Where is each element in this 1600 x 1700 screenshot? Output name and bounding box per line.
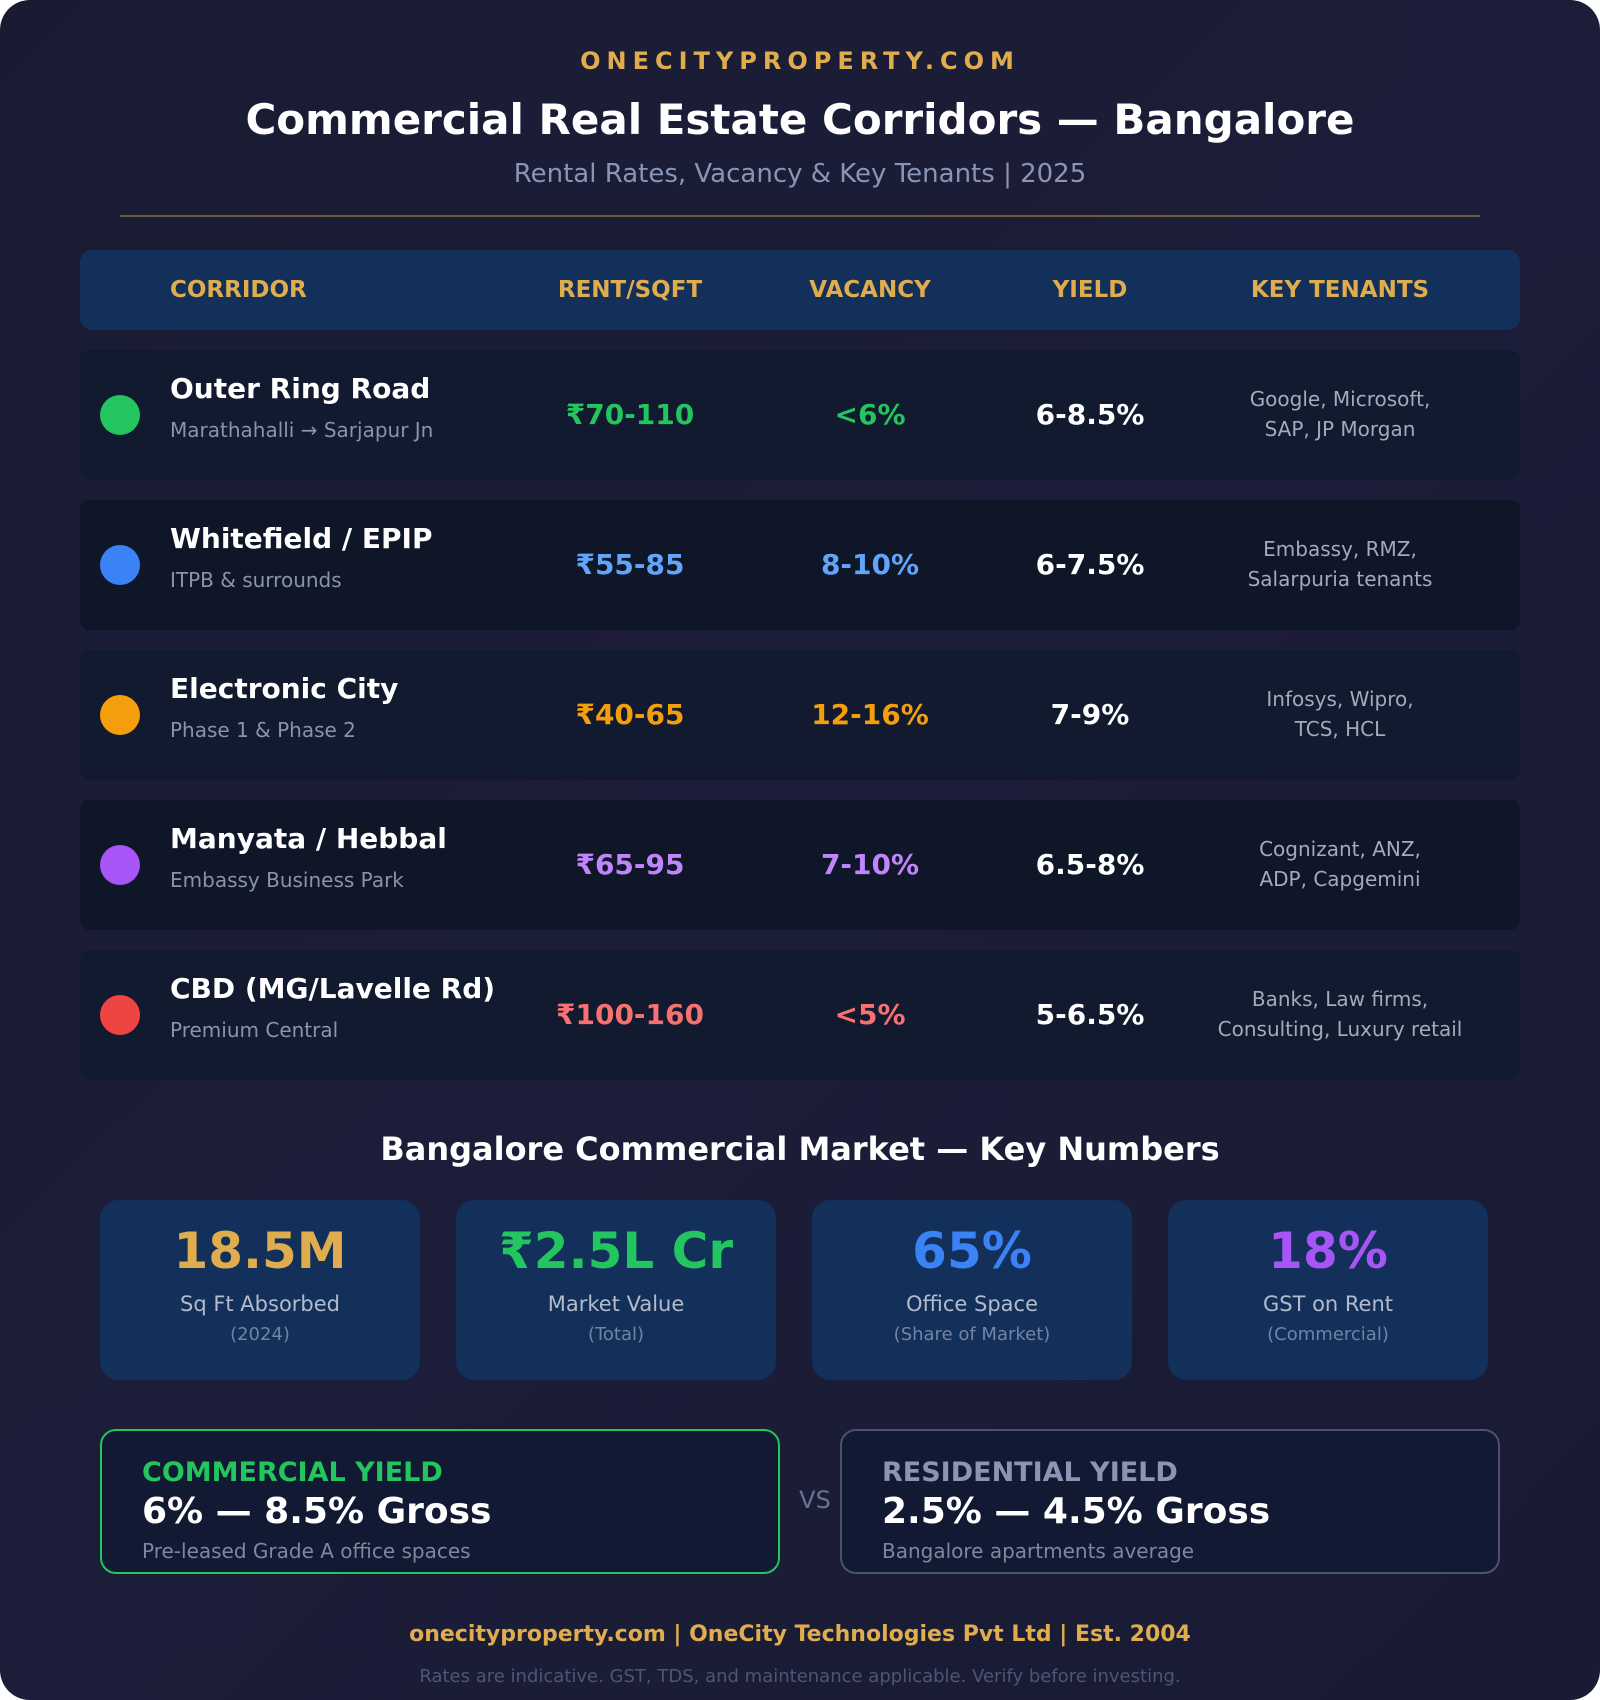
vacancy-value: 12-16% (811, 698, 929, 731)
tenants-line: Banks, Law firms, (1251, 987, 1429, 1011)
status-dot (100, 995, 140, 1035)
yield-value: 6-8.5% (1035, 398, 1145, 431)
header-divider (120, 215, 1480, 217)
corridor-name: Whitefield / EPIP (170, 522, 433, 555)
yield-value: 5-6.5% (1035, 998, 1145, 1031)
column-header-corridor: CORRIDOR (170, 277, 307, 303)
status-dot (100, 695, 140, 735)
table-row: CBD (MG/Lavelle Rd) Premium Central ₹100… (80, 950, 1520, 1080)
stat-value: 18% (1268, 1222, 1388, 1280)
corridor-name: Electronic City (170, 672, 399, 705)
vs-label: VS (799, 1486, 831, 1514)
vacancy-value: 7-10% (820, 848, 920, 881)
tenants-line: ADP, Capgemini (1259, 867, 1421, 891)
stat-label: Market Value (547, 1292, 685, 1316)
column-header-rent: RENT/SQFT (557, 277, 703, 303)
vacancy-value: 8-10% (820, 548, 920, 581)
table-row: Manyata / Hebbal Embassy Business Park ₹… (80, 800, 1520, 930)
page-subtitle: Rental Rates, Vacancy & Key Tenants | 20… (513, 159, 1087, 189)
stat-note: (Total) (587, 1324, 645, 1345)
stat-label: Sq Ft Absorbed (179, 1292, 341, 1316)
vacancy-value: <6% (834, 398, 906, 431)
status-dot (100, 845, 140, 885)
brand-name: ONECITYPROPERTY.COM (580, 47, 1020, 75)
column-header-vacancy: VACANCY (809, 277, 931, 303)
stat-card: 18.5M Sq Ft Absorbed (2024) (100, 1200, 420, 1380)
tenants-line: SAP, JP Morgan (1264, 417, 1416, 441)
tenants-line: Embassy, RMZ, (1263, 537, 1417, 561)
corridor-subtitle: Premium Central (170, 1018, 339, 1042)
commercial-yield-value: 6% — 8.5% Gross (142, 1491, 492, 1532)
table-header: CORRIDOR RENT/SQFT VACANCY YIELD KEY TEN… (80, 250, 1520, 330)
stat-value: 18.5M (173, 1222, 347, 1280)
key-tenants: Embassy, RMZ, Salarpuria tenants (1180, 534, 1500, 594)
rent-value: ₹55-85 (575, 548, 685, 581)
rent-value: ₹65-95 (575, 848, 685, 881)
yield-value: 6-7.5% (1035, 548, 1145, 581)
stat-value: ₹2.5L Cr (499, 1222, 733, 1280)
page-title: Commercial Real Estate Corridors — Banga… (245, 95, 1355, 144)
tenants-line: TCS, HCL (1294, 717, 1386, 741)
stat-note: (Commercial) (1267, 1324, 1389, 1345)
tenants-line: Cognizant, ANZ, (1259, 837, 1421, 861)
residential-yield-description: Bangalore apartments average (882, 1539, 1195, 1563)
yield-value: 6.5-8% (1035, 848, 1145, 881)
stat-card: 18% GST on Rent (Commercial) (1168, 1200, 1488, 1380)
table-row: Electronic City Phase 1 & Phase 2 ₹40-65… (80, 650, 1520, 780)
tenants-line: Consulting, Luxury retail (1217, 1017, 1463, 1041)
commercial-yield-description: Pre-leased Grade A office spaces (142, 1539, 471, 1563)
rent-value: ₹100-160 (556, 998, 704, 1031)
residential-yield-title: RESIDENTIAL YIELD (882, 1457, 1178, 1488)
stat-card: ₹2.5L Cr Market Value (Total) (456, 1200, 776, 1380)
vacancy-value: <5% (834, 998, 906, 1031)
column-header-yield: YIELD (1052, 277, 1128, 303)
corridor-subtitle: Embassy Business Park (170, 868, 404, 892)
corridor-subtitle: Phase 1 & Phase 2 (170, 718, 356, 742)
disclaimer: Rates are indicative. GST, TDS, and main… (419, 1666, 1181, 1687)
table-row: Whitefield / EPIP ITPB & surrounds ₹55-8… (80, 500, 1520, 630)
key-tenants: Google, Microsoft, SAP, JP Morgan (1180, 384, 1500, 444)
yield-value: 7-9% (1050, 698, 1130, 731)
residential-yield-value: 2.5% — 4.5% Gross (882, 1491, 1271, 1532)
stat-label: GST on Rent (1262, 1292, 1394, 1316)
corridor-name: Outer Ring Road (170, 372, 431, 405)
corridor-name: CBD (MG/Lavelle Rd) (170, 972, 496, 1005)
tenants-line: Salarpuria tenants (1247, 567, 1433, 591)
key-tenants: Banks, Law firms, Consulting, Luxury ret… (1180, 984, 1500, 1044)
key-tenants: Cognizant, ANZ, ADP, Capgemini (1180, 834, 1500, 894)
key-numbers-title: Bangalore Commercial Market — Key Number… (380, 1130, 1220, 1168)
rent-value: ₹70-110 (565, 398, 695, 431)
corridor-subtitle: Marathahalli → Sarjapur Jn (170, 418, 434, 442)
tenants-line: Google, Microsoft, (1249, 387, 1431, 411)
status-dot (100, 395, 140, 435)
stat-value: 65% (912, 1222, 1032, 1280)
stat-card: 65% Office Space (Share of Market) (812, 1200, 1132, 1380)
key-tenants: Infosys, Wipro, TCS, HCL (1180, 684, 1500, 744)
tenants-line: Infosys, Wipro, (1266, 687, 1414, 711)
residential-yield-box: RESIDENTIAL YIELD 2.5% — 4.5% Gross Bang… (840, 1429, 1500, 1574)
footer-line: onecityproperty.com | OneCity Technologi… (409, 1622, 1191, 1647)
column-header-tenants: KEY TENANTS (1250, 277, 1430, 303)
commercial-yield-title: COMMERCIAL YIELD (142, 1457, 443, 1488)
corridor-subtitle: ITPB & surrounds (170, 568, 342, 592)
rent-value: ₹40-65 (575, 698, 685, 731)
table-row: Outer Ring Road Marathahalli → Sarjapur … (80, 350, 1520, 480)
commercial-yield-box: COMMERCIAL YIELD 6% — 8.5% Gross Pre-lea… (100, 1429, 780, 1574)
stat-note: (2024) (230, 1324, 290, 1345)
status-dot (100, 545, 140, 585)
stat-note: (Share of Market) (893, 1324, 1051, 1345)
corridor-name: Manyata / Hebbal (170, 822, 447, 855)
stat-label: Office Space (906, 1292, 1038, 1316)
